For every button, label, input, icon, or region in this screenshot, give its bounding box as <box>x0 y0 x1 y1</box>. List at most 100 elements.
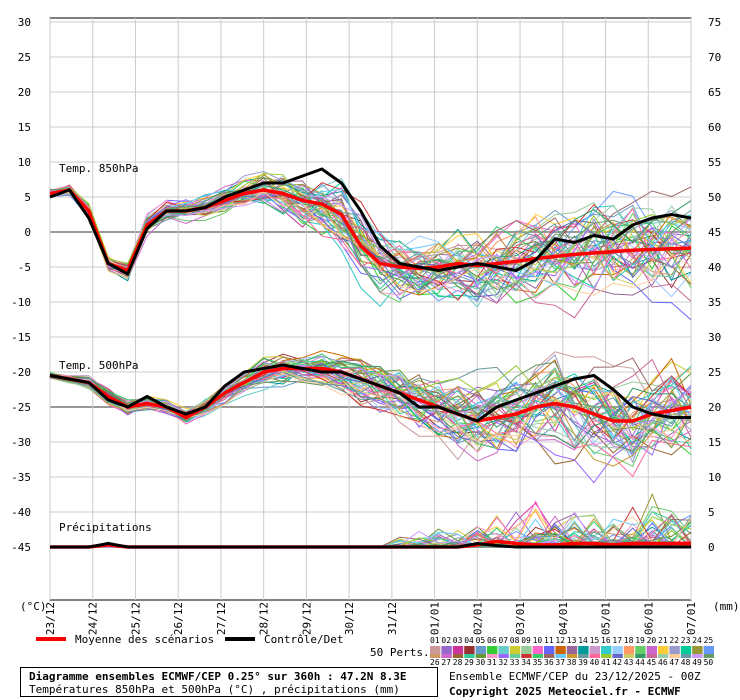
legend-control-label: Contrôle/Det <box>264 633 343 646</box>
left-tick-label: -45 <box>11 541 31 554</box>
left-tick-label: -25 <box>11 401 31 414</box>
right-tick-label: 65 <box>708 86 721 99</box>
member-number: 33 <box>510 658 520 667</box>
right-tick-label: 45 <box>708 226 721 239</box>
left-tick-label: 10 <box>18 156 31 169</box>
footer-right: Ensemble ECMWF/CEP du 23/12/2025 - 00Z C… <box>449 670 701 698</box>
member-swatch <box>452 654 464 658</box>
x-tick-label: 03/01 <box>514 602 527 635</box>
member-swatch <box>589 646 600 654</box>
member-swatch <box>464 646 475 654</box>
member-swatch <box>578 646 589 654</box>
member-number: 47 <box>669 658 679 667</box>
member-number: 48 <box>681 658 691 667</box>
member-number: 18 <box>624 636 634 645</box>
member-swatch <box>658 646 669 654</box>
member-swatch <box>635 654 646 658</box>
member-number: 06 <box>487 636 497 645</box>
control-lines <box>49 167 692 549</box>
member-line <box>49 360 692 452</box>
member-number: 43 <box>624 658 634 667</box>
member-swatch <box>703 646 714 654</box>
member-number: 07 <box>498 636 508 645</box>
annotation-t850: Temp. 850hPa <box>59 162 138 175</box>
member-swatch <box>487 654 498 658</box>
member-legend: 01 02 03 04 05 06 07 08 09 10 11 12 13 14 15 16 17 18 19 20… <box>430 636 714 667</box>
right-tick-label: 35 <box>708 296 721 309</box>
x-tick-label: 27/12 <box>215 602 228 635</box>
member-number: 46 <box>658 658 668 667</box>
member-number: 01 <box>430 636 440 645</box>
member-swatch <box>578 654 589 658</box>
member-swatch <box>601 646 612 654</box>
member-number: 21 <box>658 636 668 645</box>
member-number: 04 <box>464 636 474 645</box>
x-tick-label: 02/01 <box>471 602 484 635</box>
x-tick-label: 04/01 <box>557 602 570 635</box>
member-number: 25 <box>704 636 714 645</box>
member-number: 42 <box>612 658 622 667</box>
left-tick-label: 30 <box>18 16 31 29</box>
left-tick-label: -5 <box>18 261 31 274</box>
annotation-precip: Précipitations <box>59 521 152 534</box>
member-swatch <box>623 654 635 658</box>
member-number: 05 <box>476 636 486 645</box>
x-tick-label: 26/12 <box>172 602 185 635</box>
footer-run: Ensemble ECMWF/CEP du 23/12/2025 - 00Z <box>449 670 701 683</box>
member-number: 32 <box>498 658 508 667</box>
left-tick-label: 25 <box>18 51 31 64</box>
member-swatch <box>487 646 498 654</box>
member-swatch <box>532 646 543 654</box>
member-number: 39 <box>578 658 588 667</box>
footer-subtitle: Températures 850hPa et 500hPa (°C) , pré… <box>29 683 400 696</box>
right-tick-label: 75 <box>708 16 721 29</box>
right-tick-label: 40 <box>708 261 721 274</box>
right-tick-label: 0 <box>708 541 715 554</box>
member-number: 12 <box>555 636 565 645</box>
member-swatch <box>669 646 680 654</box>
member-line <box>49 182 692 301</box>
left-tick-label: -35 <box>11 471 31 484</box>
left-tick-label: -20 <box>11 366 31 379</box>
legend-mean-label: Moyenne des scénarios <box>75 633 214 646</box>
member-line <box>49 187 692 298</box>
member-swatch <box>544 646 555 654</box>
right-tick-label: 5 <box>708 506 715 519</box>
member-swatch <box>635 646 646 654</box>
footer-title: Diagramme ensembles ECMWF/CEP 0.25° sur … <box>29 670 407 683</box>
x-tick-label: 23/12 <box>44 602 57 635</box>
left-tick-label: 20 <box>18 86 31 99</box>
member-number: 20 <box>647 636 657 645</box>
x-tick-label: 24/12 <box>87 602 100 635</box>
member-swatch <box>555 646 566 654</box>
right-tick-label: 50 <box>708 191 721 204</box>
member-number: 16 <box>601 636 611 645</box>
member-swatch <box>532 654 543 658</box>
right-tick-label: 15 <box>708 436 721 449</box>
left-tick-label: 0 <box>24 226 31 239</box>
left-axis-ticks: 30 25 20 15 10 5 0 -5 -10 -15 -20 -25 -30 -35 -40 -45 <box>11 16 31 554</box>
member-number: 13 <box>567 636 577 645</box>
member-swatch <box>509 654 521 658</box>
member-swatch <box>680 646 692 654</box>
member-line <box>49 366 692 444</box>
member-swatch <box>521 654 532 658</box>
member-swatch <box>680 654 692 658</box>
member-number: 27 <box>441 658 451 667</box>
x-tick-label: 31/12 <box>386 602 399 635</box>
member-line <box>49 373 692 445</box>
plot-area <box>49 17 692 601</box>
member-number: 02 <box>441 636 451 645</box>
member-number: 45 <box>647 658 657 667</box>
member-swatch <box>441 654 452 658</box>
right-tick-label: 25 <box>708 366 721 379</box>
x-tick-label: 06/01 <box>642 602 655 635</box>
member-number: 17 <box>612 636 622 645</box>
member-swatch <box>498 646 509 654</box>
footer-copyright: Copyright 2025 Meteociel.fr - ECMWF <box>449 685 681 698</box>
x-tick-label: 25/12 <box>129 602 142 635</box>
member-number: 23 <box>681 636 691 645</box>
x-tick-label: 01/01 <box>429 602 442 635</box>
control-line-t500 <box>49 363 691 423</box>
member-number: 40 <box>590 658 600 667</box>
